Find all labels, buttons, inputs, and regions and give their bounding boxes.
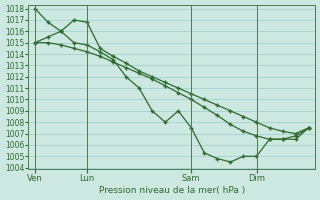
X-axis label: Pression niveau de la mer( hPa ): Pression niveau de la mer( hPa )	[99, 186, 245, 195]
